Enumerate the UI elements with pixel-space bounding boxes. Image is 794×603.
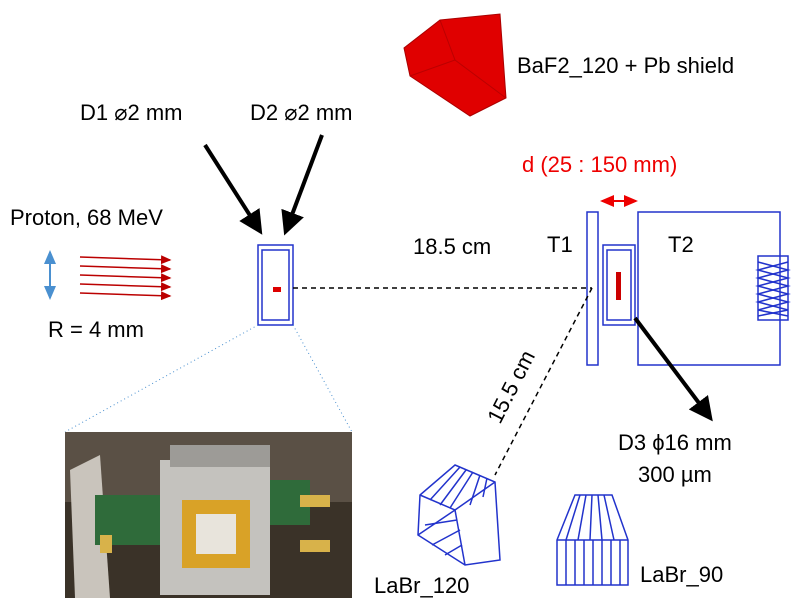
distance-label: 18.5 cm — [413, 234, 491, 259]
baf2-detector — [403, 13, 507, 117]
t1-chamber — [586, 211, 636, 366]
labr90-label: LaBr_90 — [640, 562, 723, 587]
baf2-label: BaF2_120 + Pb shield — [517, 53, 734, 78]
labr-distance-line — [494, 287, 593, 476]
d1-arrow — [203, 143, 263, 235]
range-label: d (25 : 150 mm) — [522, 152, 677, 177]
labr90-detector — [556, 494, 629, 586]
d3-thickness-label: 300 µm — [638, 462, 712, 487]
proton-label: Proton, 68 MeV — [10, 205, 163, 230]
labr120-label: LaBr_120 — [374, 573, 469, 598]
d3-size-label: D3 ϕ16 mm — [618, 430, 732, 455]
radius-label: R = 4 mm — [48, 317, 144, 342]
t2-chamber — [637, 211, 791, 366]
d2-arrow — [281, 134, 324, 236]
beam — [79, 255, 172, 301]
labr120-detector — [417, 464, 501, 566]
target-chamber — [257, 244, 294, 326]
d3-arrow — [633, 316, 713, 422]
d2-label: D2 ⌀2 mm — [250, 100, 352, 125]
t2-label: T2 — [668, 232, 694, 257]
t1-label: T1 — [547, 232, 573, 257]
photo — [65, 432, 352, 598]
zoom-line — [292, 324, 353, 433]
zoom-line — [64, 324, 259, 433]
d1-label: D1 ⌀2 mm — [80, 100, 182, 125]
labr-distance-label: 15.5 cm — [482, 346, 540, 427]
